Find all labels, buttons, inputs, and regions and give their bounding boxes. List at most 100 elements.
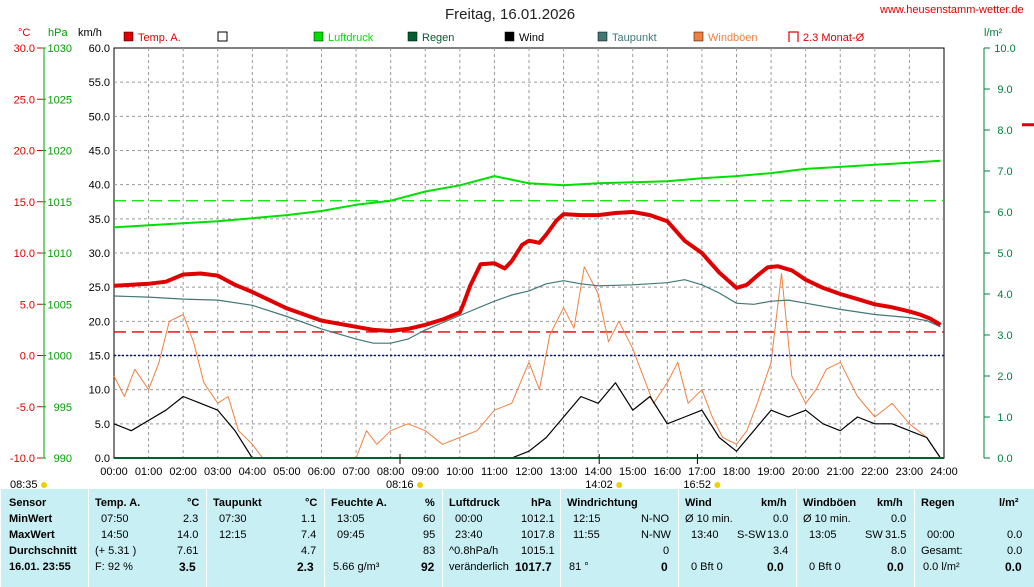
hpa-tick-label: 1015 [48, 197, 72, 209]
current-date: 16.01. 23:55 [9, 561, 71, 573]
event-marker-label: 08:35 [10, 479, 38, 489]
stats-col-wind: Wind km/h Ø 10 min. 0.0 13:40 S-SW 13.0 … [678, 489, 797, 587]
event-marker-label: 08:16 [386, 479, 414, 489]
gust-min-label: Ø 10 min. [803, 513, 851, 525]
rain-tick-label: 10.0 [994, 43, 1015, 55]
series-line-wind [113, 382, 941, 459]
wdir-max-time: 11:55 [573, 529, 600, 541]
hpa-tick-label: 1005 [48, 299, 72, 311]
temp-header: Temp. A. [95, 497, 141, 509]
hum-header: Feuchte A. [331, 497, 387, 509]
celsius-axis-unit: °C [18, 27, 30, 39]
wdir-max-value: N-NW [641, 529, 671, 541]
stats-col-dew: Taupunkt °C 07:30 1.1 12:15 7.4 4.7 2.3 [206, 489, 325, 587]
celsius-tick-label: 10.0 [14, 248, 35, 260]
legend-label: 2.3 Monat-Ø [803, 32, 865, 44]
x-tick-label: 14:00 [584, 466, 612, 478]
gust-header: Windböen [803, 497, 857, 509]
series-line-luftdruck [113, 159, 941, 229]
event-marker-label: 14:02 [585, 479, 613, 489]
kmh-tick-label: 25.0 [89, 282, 110, 294]
legend-swatch [504, 31, 515, 42]
press-trend: ^0.8hPa/h [449, 545, 499, 557]
celsius-tick-label: 0.0 [20, 351, 35, 363]
temp-avg-value: 7.61 [177, 545, 199, 557]
rain-unit: l/m² [999, 497, 1019, 509]
legend-swatch [693, 31, 704, 42]
wdir-header: Windrichtung [567, 497, 638, 509]
x-tick-label: 10:00 [446, 466, 474, 478]
celsius-tick-label: 25.0 [14, 94, 35, 106]
stats-panel: Sensor MinWert MaxWert Durchschnitt 16.0… [0, 489, 1034, 587]
x-tick-label: 03:00 [204, 466, 232, 478]
temp-humidity-label: F: 92 % [95, 561, 133, 573]
x-tick-label: 07:00 [342, 466, 370, 478]
stats-col-temp: Temp. A. °C 07:50 2.3 14:50 14.0 (+ 5.31… [88, 489, 207, 587]
legend-label: Regen [422, 32, 454, 44]
wind-min-value: 0.0 [773, 513, 789, 525]
chart-title: Freitag, 16.01.2026 [445, 6, 576, 23]
rain-tick-label: 9.0 [997, 84, 1012, 96]
legend-swatch [123, 31, 134, 42]
hum-avg-value: 83 [423, 545, 436, 557]
dew-min-time: 07:30 [219, 513, 247, 525]
celsius-tick-label: 30.0 [14, 43, 35, 55]
celsius-tick-label: 20.0 [14, 146, 35, 158]
stats-col-winddir: Windrichtung 12:15 N-NO 11:55 N-NW 0 81 … [560, 489, 679, 587]
weather-chart: 00:00 01:00 02:00 03:00 04:00 05:00 06:00 07:00… [10, 27, 1034, 489]
legend-label: Luftdruck [328, 32, 374, 44]
legend-label: Windböen [708, 32, 758, 44]
x-tick-label: 19:00 [757, 466, 785, 478]
x-tick-label: 20:00 [792, 466, 820, 478]
event-marker-label: 16:52 [683, 479, 711, 489]
hum-max-time: 09:45 [337, 529, 365, 541]
legend-swatch [788, 31, 799, 42]
rain-axis-unit: l/m² [984, 27, 1003, 39]
hpa-axis-unit: hPa [48, 27, 68, 39]
press-min-value: 1012.1 [521, 513, 555, 525]
x-tick-label: 01:00 [135, 466, 163, 478]
x-tick-label: 18:00 [723, 466, 751, 478]
event-marker-dot [41, 482, 47, 488]
temp-min-time: 07:50 [101, 513, 129, 525]
stats-col-rain: Regen l/m² 00:00 0.0 Gesamt: 0.0 0.0 l/m… [914, 489, 1034, 587]
x-tick-label: 00:00 [100, 466, 128, 478]
hpa-tick-label: 1020 [48, 146, 72, 158]
press-state: veränderlich [449, 561, 509, 573]
kmh-tick-label: 35.0 [89, 214, 110, 226]
rain-tick-label: 8.0 [997, 125, 1012, 137]
kmh-tick-label: 60.0 [89, 43, 110, 55]
series-line-windb-en [113, 266, 941, 459]
wind-min-label: Ø 10 min. [685, 513, 733, 525]
gust-min-value: 0.0 [891, 513, 907, 525]
hum-min-time: 13:05 [337, 513, 365, 525]
site-link[interactable]: www.heusenstamm-wetter.de [880, 4, 1024, 16]
hum-current: 92 [421, 560, 435, 574]
temp-max-time: 14:50 [101, 529, 129, 541]
wdir-min-time: 12:15 [573, 513, 601, 525]
gust-max-time: 13:05 [809, 529, 837, 541]
x-tick-label: 08:00 [377, 466, 405, 478]
x-tick-label: 09:00 [411, 466, 439, 478]
rain-min-time: 00:00 [927, 529, 955, 541]
x-tick-label: 15:00 [619, 466, 647, 478]
event-marker-dot [616, 482, 623, 488]
press-unit: hPa [531, 497, 552, 509]
press-current: 1017.7 [515, 560, 552, 574]
min-label: MinWert [9, 513, 53, 525]
dew-current: 2.3 [297, 560, 314, 574]
hpa-tick-label: 990 [54, 453, 72, 465]
rain-tick-label: 6.0 [997, 207, 1012, 219]
kmh-tick-label: 45.0 [89, 146, 110, 158]
rain-total-value: 0.0 [1007, 545, 1023, 557]
stats-col-pressure: Luftdruck hPa 00:00 1012.1 23:40 1017.8 … [442, 489, 561, 587]
dew-header: Taupunkt [213, 497, 262, 509]
legend-swatch [407, 31, 418, 42]
x-tick-label: 23:00 [896, 466, 924, 478]
rain-tick-label: 3.0 [997, 330, 1012, 342]
celsius-tick-label: -10.0 [10, 453, 35, 465]
kmh-tick-label: 10.0 [89, 385, 110, 397]
x-tick-label: 12:00 [515, 466, 543, 478]
rain-total-label: Gesamt: [921, 545, 963, 557]
legend-label: Temp. A. [138, 32, 181, 44]
